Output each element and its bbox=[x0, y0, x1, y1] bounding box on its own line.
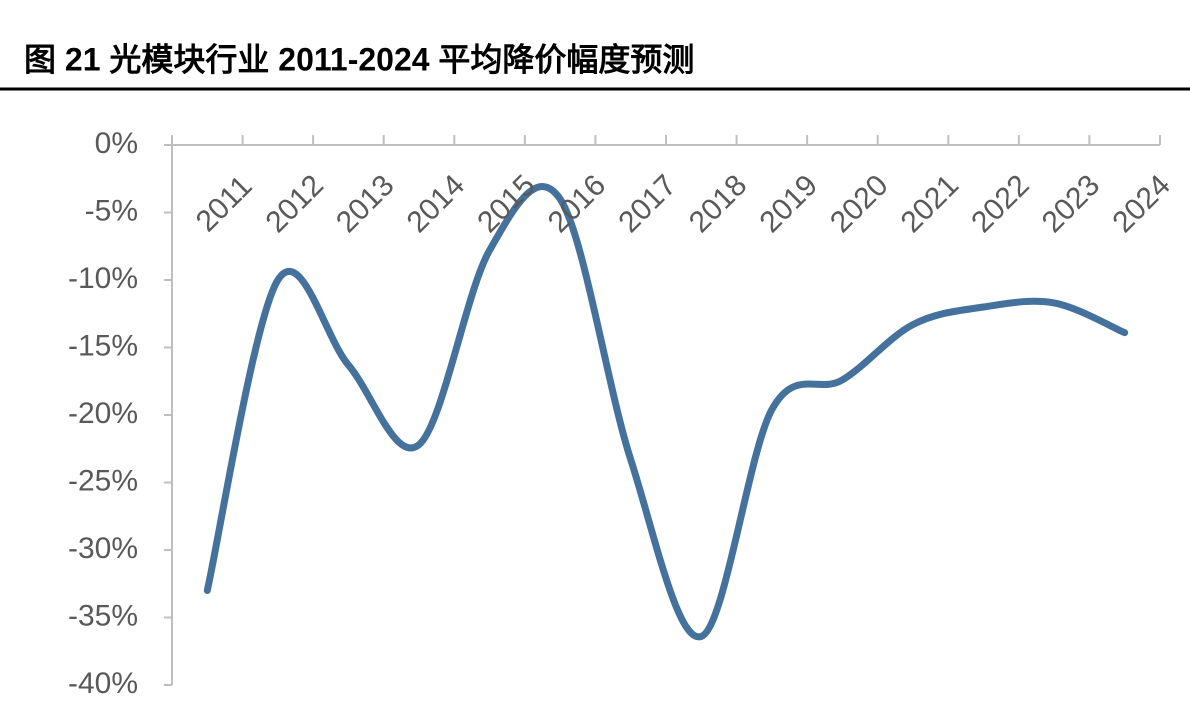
x-tick-label: 2024 bbox=[1106, 169, 1177, 240]
x-tick-label: 2019 bbox=[753, 169, 824, 240]
x-tick-label: 2013 bbox=[330, 169, 401, 240]
y-tick-label: 0% bbox=[95, 127, 138, 160]
data-line bbox=[203, 183, 1129, 641]
x-tick-label: 2014 bbox=[401, 169, 472, 240]
y-tick-label: -25% bbox=[68, 464, 138, 497]
x-tick-label: 2020 bbox=[824, 169, 895, 240]
y-tick-label: -40% bbox=[68, 667, 138, 700]
x-tick-label: 2017 bbox=[612, 169, 683, 240]
y-tick-label: -10% bbox=[68, 262, 138, 295]
x-tick-label: 2023 bbox=[1036, 169, 1107, 240]
y-tick-label: -30% bbox=[68, 532, 138, 565]
y-tick-label: -5% bbox=[85, 194, 138, 227]
x-tick-label: 2011 bbox=[190, 169, 259, 238]
x-tick-label: 2022 bbox=[965, 169, 1036, 240]
x-tick-label: 2016 bbox=[542, 169, 613, 240]
x-tick-label: 2018 bbox=[683, 169, 754, 240]
y-tick-label: -20% bbox=[68, 397, 138, 430]
y-tick-label: -15% bbox=[68, 329, 138, 362]
x-tick-label: 2021 bbox=[895, 169, 966, 240]
chart-title: 图 21 光模块行业 2011-2024 平均降价幅度预测 bbox=[24, 41, 694, 77]
x-tick-label: 2015 bbox=[471, 169, 542, 240]
x-tick-label: 2012 bbox=[259, 169, 330, 240]
y-tick-label: -35% bbox=[68, 599, 138, 632]
